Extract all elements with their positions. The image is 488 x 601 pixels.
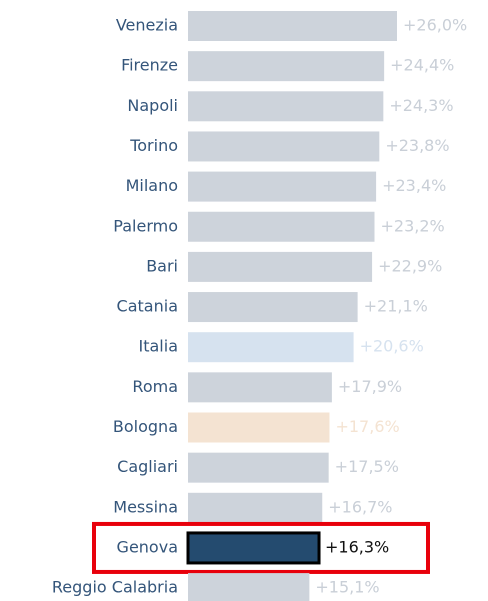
value-label: +20,6% — [360, 337, 424, 356]
value-label: +24,3% — [389, 96, 453, 115]
bar — [188, 372, 332, 403]
bar — [188, 51, 385, 82]
value-label: +17,6% — [335, 417, 399, 436]
value-label: +24,4% — [390, 56, 454, 75]
category-label: Catania — [117, 297, 178, 316]
value-label: +23,8% — [385, 136, 449, 155]
bar — [188, 332, 354, 363]
category-label: Firenze — [121, 56, 178, 75]
category-label: Italia — [139, 337, 179, 356]
bar — [188, 11, 397, 41]
value-label: +23,4% — [382, 176, 446, 195]
category-label: Bologna — [113, 417, 178, 436]
category-label: Bari — [146, 256, 178, 275]
bar — [188, 573, 310, 601]
category-label: Reggio Calabria — [52, 578, 178, 597]
category-label: Roma — [132, 377, 178, 396]
category-label: Messina — [113, 497, 178, 516]
category-label: Cagliari — [117, 457, 178, 476]
category-label: Genova — [117, 537, 178, 556]
value-label: +22,9% — [378, 256, 442, 275]
bar — [188, 452, 329, 483]
value-label: +17,9% — [338, 377, 402, 396]
bar — [186, 531, 321, 565]
value-label: +16,7% — [328, 497, 392, 516]
bar — [188, 292, 358, 323]
bar — [188, 251, 373, 282]
bar — [188, 131, 380, 162]
bar — [188, 211, 375, 242]
category-label: Milano — [126, 176, 178, 195]
category-label: Napoli — [127, 96, 178, 115]
value-label: +23,2% — [380, 216, 444, 235]
bar — [188, 412, 330, 443]
bar — [188, 171, 377, 202]
value-label: +17,5% — [335, 457, 399, 476]
bar — [188, 91, 384, 122]
category-label: Palermo — [113, 216, 178, 235]
category-label: Venezia — [116, 16, 178, 35]
bar — [188, 492, 323, 523]
value-label: +21,1% — [364, 297, 428, 316]
value-label: +15,1% — [315, 578, 379, 597]
value-label: +26,0% — [403, 16, 467, 35]
value-label: +16,3% — [325, 537, 389, 556]
category-label: Torino — [129, 136, 178, 155]
highlight-box — [92, 521, 430, 574]
